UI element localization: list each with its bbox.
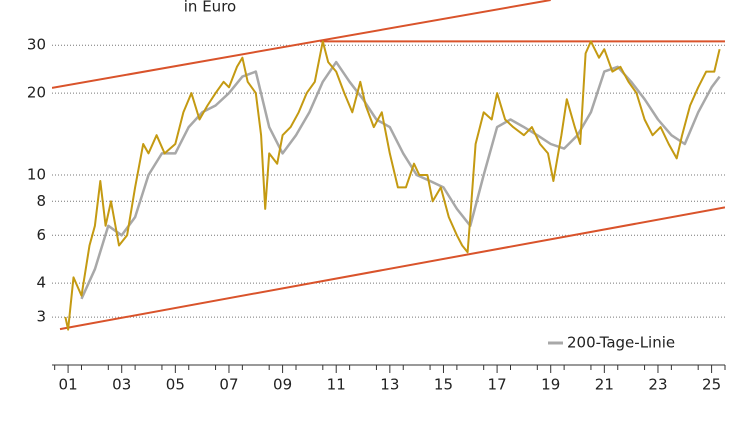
trend-line <box>52 0 551 89</box>
x-tick-label: 01 <box>59 376 78 394</box>
x-tick-label: 03 <box>112 376 131 394</box>
x-tick-label: 17 <box>488 376 507 394</box>
x-tick-label: 25 <box>702 376 721 394</box>
legend-bg <box>540 330 720 356</box>
y-tick-label: 10 <box>27 165 46 183</box>
chart-title: in Euro <box>184 0 236 16</box>
y-tick-label: 20 <box>27 84 46 102</box>
y-tick-label: 4 <box>36 274 46 292</box>
line-series <box>80 60 721 300</box>
trend-line <box>59 206 725 331</box>
legend-label: 200-Tage-Linie <box>567 334 675 352</box>
x-tick-label: 09 <box>273 376 292 394</box>
x-tick-label: 07 <box>219 376 238 394</box>
x-tick-label: 11 <box>327 376 346 394</box>
x-tick-label: 13 <box>380 376 399 394</box>
y-tick-label: 30 <box>27 36 46 54</box>
y-tick-label: 8 <box>36 192 46 210</box>
x-tick-label: 23 <box>648 376 667 394</box>
x-tick-label: 15 <box>434 376 453 394</box>
x-tick-label: 05 <box>166 376 185 394</box>
x-tick-label: 21 <box>595 376 614 394</box>
line-series <box>64 40 721 331</box>
x-tick-label: 19 <box>541 376 560 394</box>
y-tick-label: 3 <box>36 308 46 326</box>
y-tick-label: 6 <box>36 226 46 244</box>
